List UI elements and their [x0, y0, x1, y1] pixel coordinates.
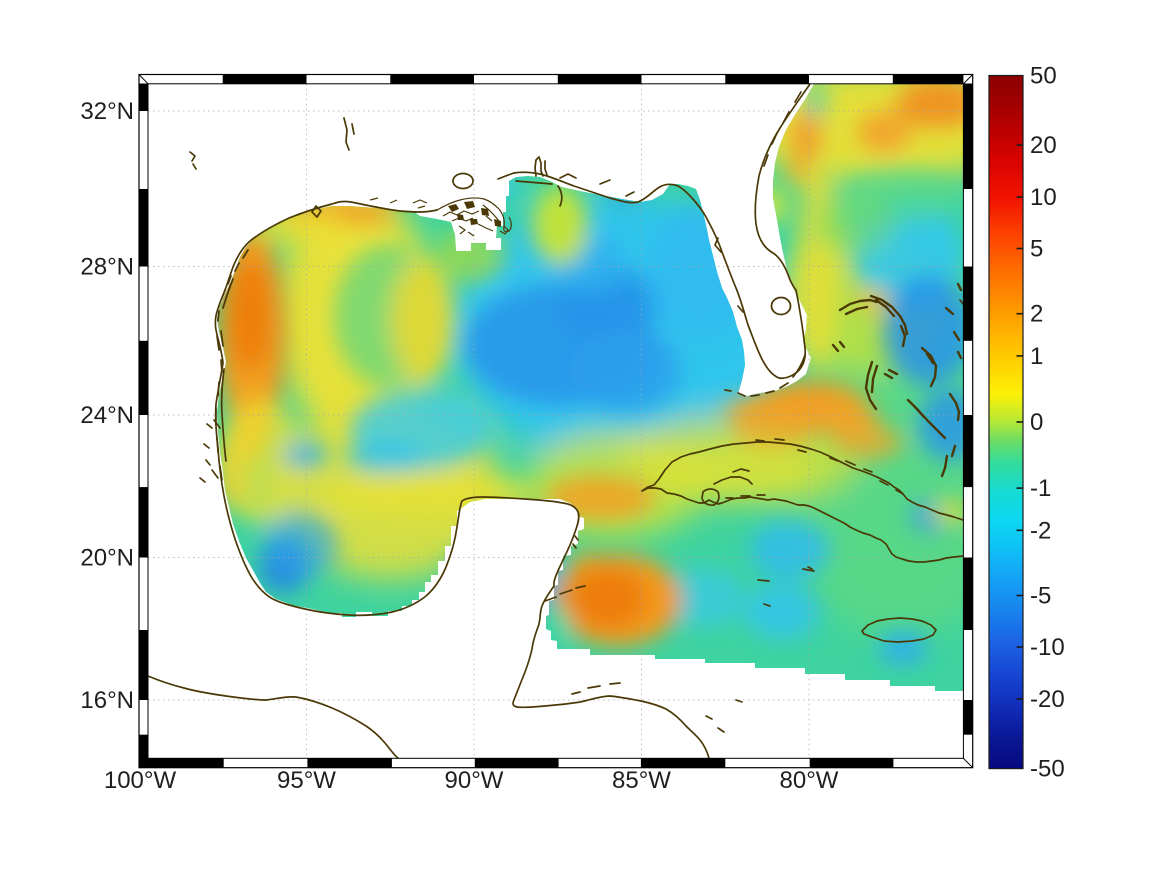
svg-text:95°W: 95°W	[277, 767, 336, 794]
svg-text:90°W: 90°W	[445, 767, 504, 794]
svg-text:-50: -50	[1030, 756, 1065, 783]
svg-text:50: 50	[1030, 63, 1057, 90]
svg-text:28°N: 28°N	[80, 254, 134, 281]
svg-text:5: 5	[1030, 236, 1043, 263]
svg-text:-1: -1	[1030, 475, 1051, 502]
svg-text:10: 10	[1030, 184, 1057, 211]
svg-text:-2: -2	[1030, 517, 1051, 544]
svg-text:20°N: 20°N	[80, 545, 134, 572]
svg-text:1: 1	[1030, 343, 1043, 370]
svg-text:-5: -5	[1030, 583, 1051, 610]
svg-text:0: 0	[1030, 409, 1043, 436]
svg-text:85°W: 85°W	[612, 767, 671, 794]
svg-text:-10: -10	[1030, 634, 1065, 661]
svg-text:16°N: 16°N	[80, 687, 134, 714]
svg-text:20: 20	[1030, 132, 1057, 159]
svg-text:80°W: 80°W	[780, 767, 839, 794]
svg-text:-20: -20	[1030, 686, 1065, 713]
svg-text:32°N: 32°N	[80, 98, 134, 125]
svg-text:100°W: 100°W	[104, 767, 177, 794]
svg-text:2: 2	[1030, 301, 1043, 328]
svg-text:24°N: 24°N	[80, 402, 134, 429]
